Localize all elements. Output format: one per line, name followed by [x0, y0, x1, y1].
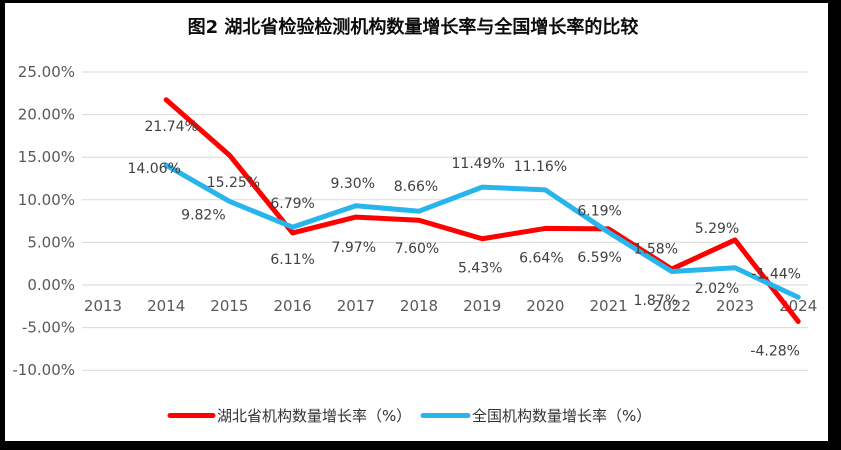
x-tick-label: 2018 — [400, 297, 438, 315]
x-tick-label: 2013 — [84, 297, 122, 315]
data-label: 5.43% — [458, 261, 502, 277]
data-label: 5.29% — [695, 221, 739, 237]
y-tick-label: 20.00% — [18, 106, 75, 124]
legend-label-national: 全国机构数量增长率（%） — [472, 407, 651, 425]
y-tick-label: 10.00% — [18, 191, 75, 209]
x-tick-label: 2017 — [337, 297, 375, 315]
data-labels: 21.74% 15.25% 6.11% 7.97% 7.60% 5.43% 6.64% 6.5… — [128, 119, 801, 360]
data-label: 6.79% — [270, 196, 314, 212]
legend: 湖北省机构数量增长率（%） 全国机构数量增长率（%） — [167, 407, 651, 425]
data-label: 2.02% — [695, 281, 739, 297]
data-label: 9.82% — [181, 207, 225, 223]
y-tick-label: 25.00% — [18, 63, 75, 81]
x-tick-label: 2021 — [590, 297, 628, 315]
x-tick-label: 2019 — [463, 297, 501, 315]
gridlines — [82, 71, 808, 371]
data-label: 1.58% — [634, 242, 678, 258]
data-label: 9.30% — [331, 176, 375, 192]
data-label: 11.49% — [452, 156, 505, 172]
series-line-hubei — [163, 97, 801, 324]
data-label: 21.74% — [145, 119, 198, 135]
y-axis-labels: 25.00% 20.00% 15.00% 10.00% 5.00% 0.00% -5.00%… — [12, 63, 75, 379]
x-tick-label: 2023 — [716, 297, 754, 315]
x-tick-label: 2022 — [653, 297, 691, 315]
y-tick-label: 5.00% — [27, 233, 75, 251]
chart-title: 图2 湖北省检验检测机构数量增长率与全国增长率的比较 — [188, 16, 639, 38]
y-tick-label: -10.00% — [12, 361, 75, 379]
data-label: 1.87% — [634, 293, 678, 309]
x-tick-label: 2020 — [526, 297, 564, 315]
x-tick-label: 2016 — [274, 297, 312, 315]
series-lines — [163, 97, 801, 324]
data-label: 6.59% — [577, 250, 621, 266]
data-label: 11.16% — [514, 159, 567, 175]
data-label: 6.19% — [577, 203, 621, 219]
data-label: -1.44% — [751, 266, 801, 282]
data-label: 7.97% — [332, 240, 376, 256]
data-label: -4.28% — [750, 343, 800, 359]
y-tick-label: 15.00% — [18, 148, 75, 166]
y-tick-label: -5.00% — [22, 319, 75, 337]
data-label: 6.11% — [270, 252, 314, 268]
data-label: 15.25% — [207, 175, 260, 191]
data-label: 8.66% — [394, 179, 438, 195]
data-label: 7.60% — [395, 241, 439, 257]
y-tick-label: 0.00% — [27, 276, 75, 294]
x-tick-label: 2014 — [147, 297, 185, 315]
x-tick-label: 2015 — [210, 297, 248, 315]
legend-label-hubei: 湖北省机构数量增长率（%） — [217, 407, 411, 425]
x-axis-labels: 2013 2014 2015 2016 2017 2018 2019 2020 2021 2022… — [84, 297, 817, 315]
data-label: 6.64% — [519, 250, 563, 266]
data-label: 14.06% — [128, 161, 181, 177]
series-line-national — [163, 162, 801, 300]
